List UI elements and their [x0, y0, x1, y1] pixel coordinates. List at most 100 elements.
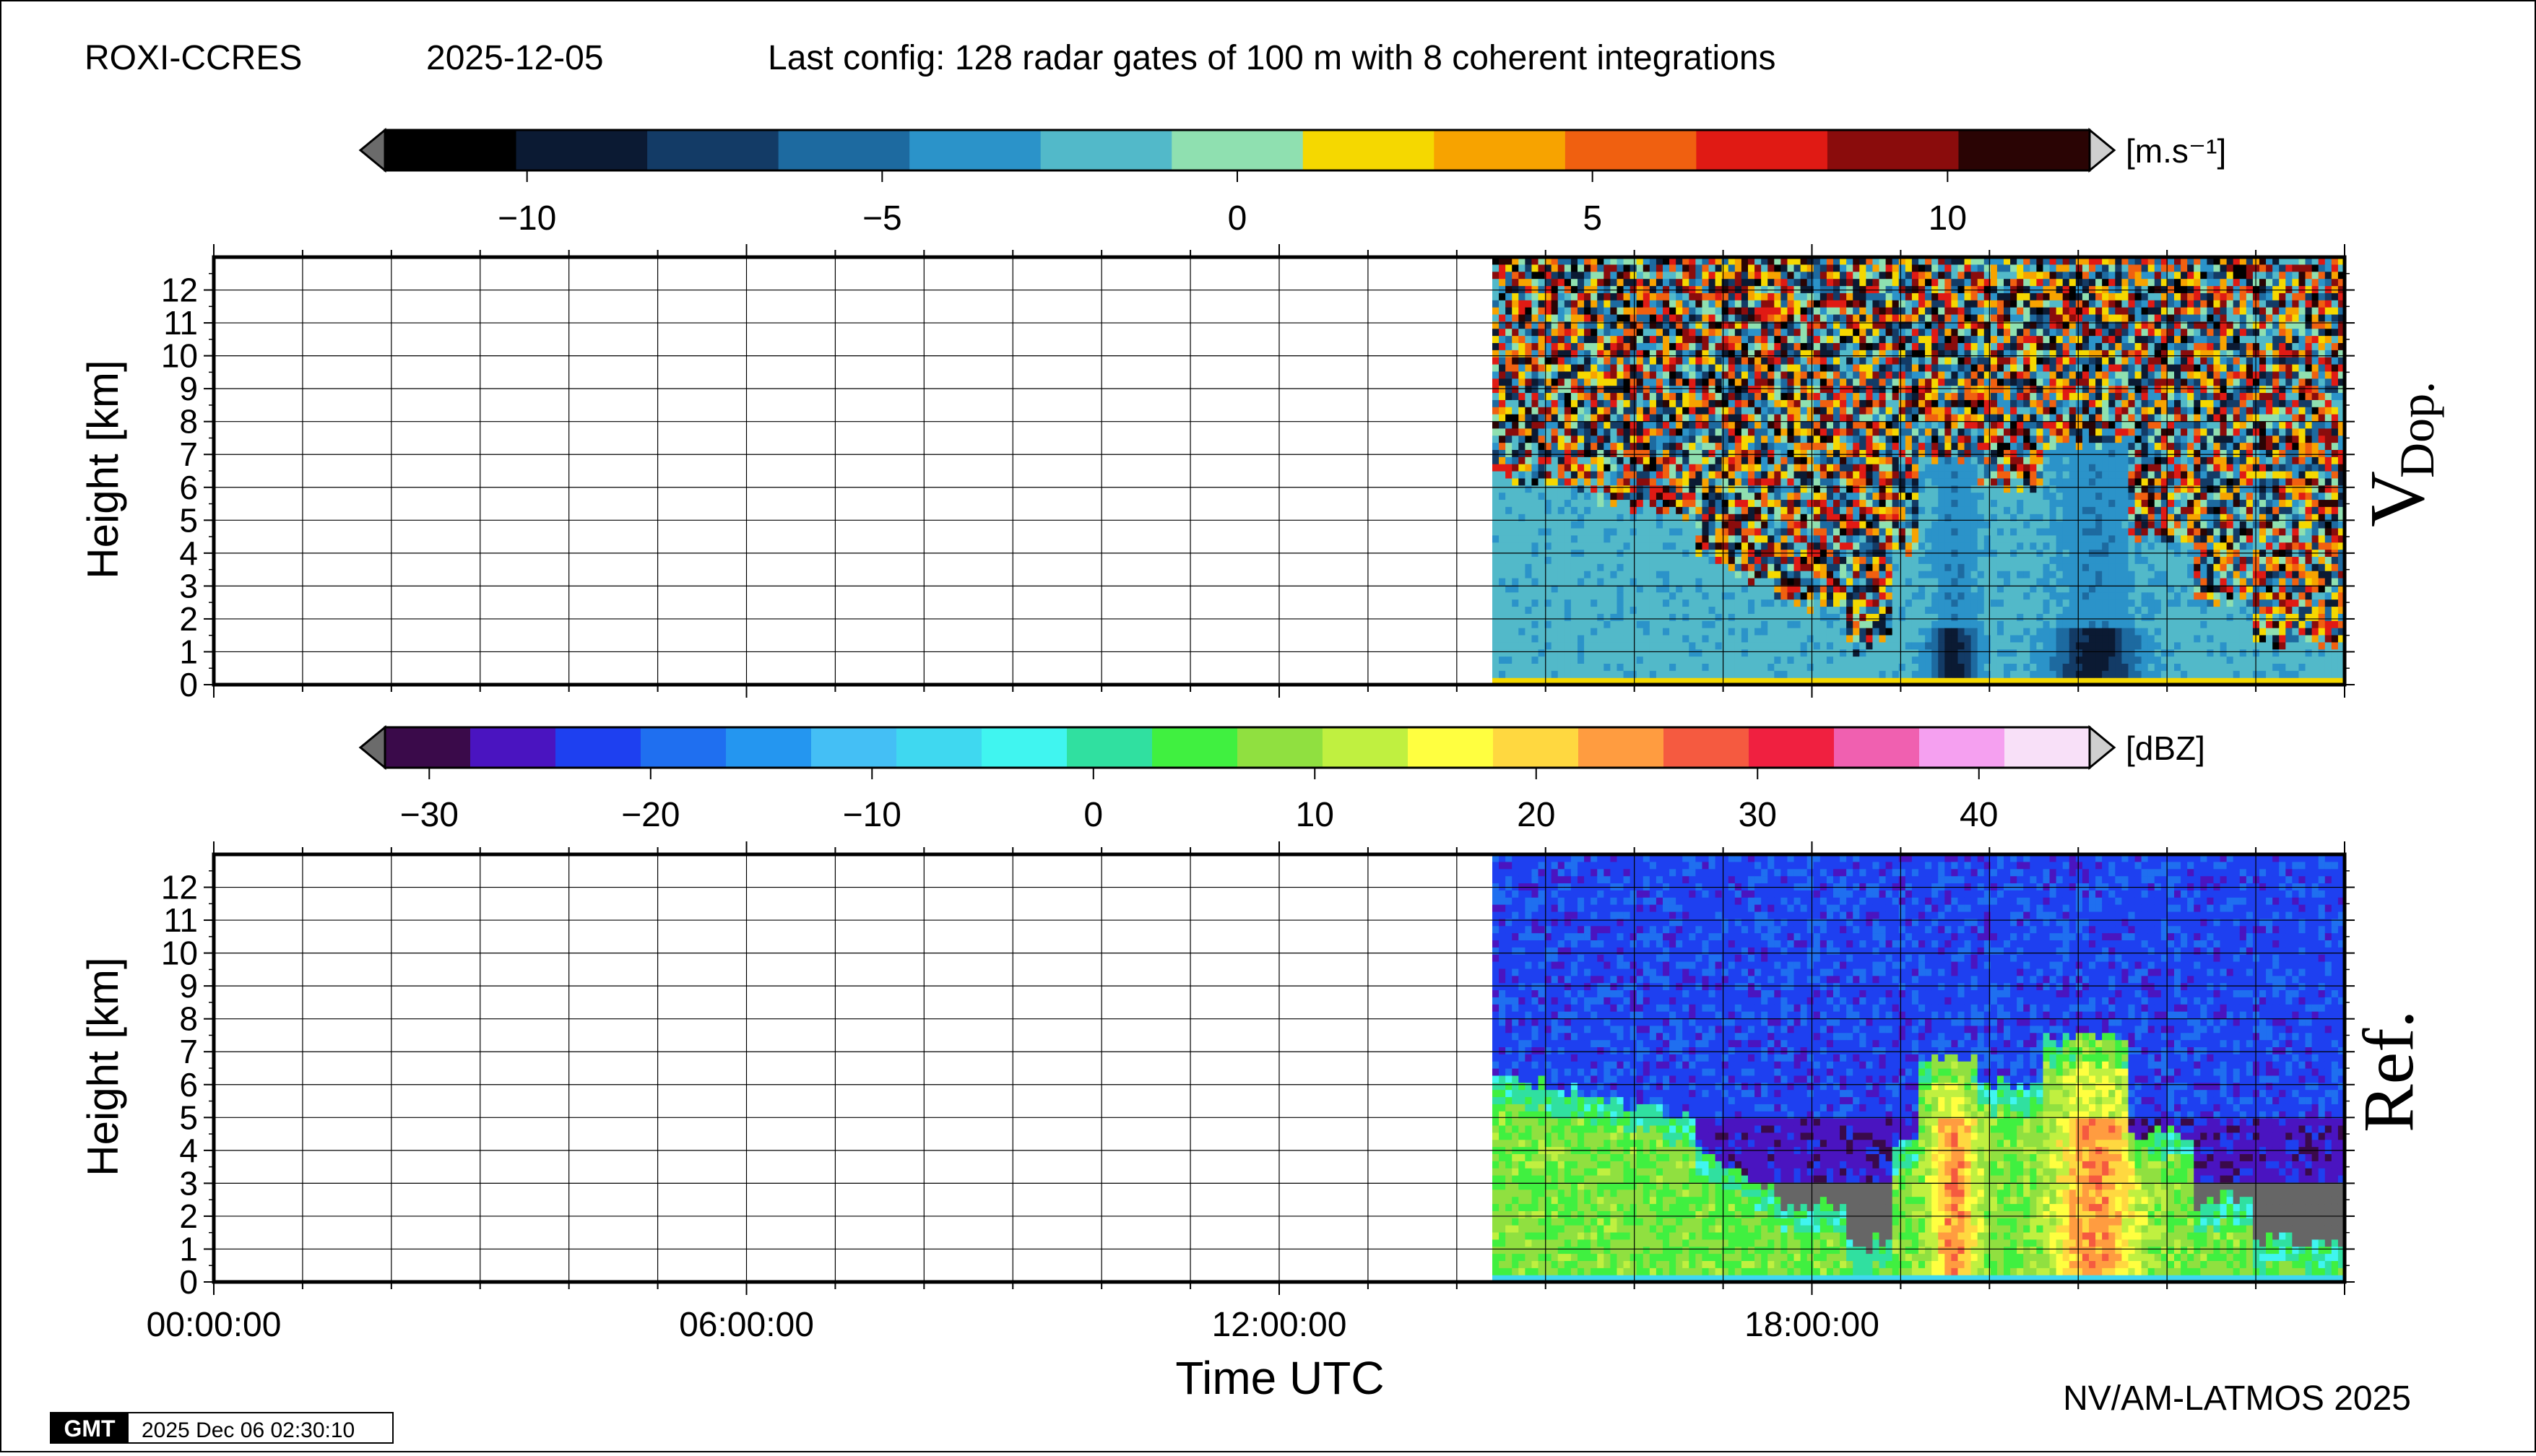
field-cell: [1505, 571, 1512, 578]
field-cell: [1643, 599, 1650, 607]
colorbar-tick-label: −10: [498, 199, 556, 238]
field-cell: [1866, 471, 1873, 478]
field-cell: [1957, 399, 1965, 407]
field-cell: [1584, 663, 1591, 670]
field-cell: [1525, 542, 1532, 550]
field-cell: [1492, 642, 1499, 649]
field-cell: [1630, 606, 1637, 613]
field-cell: [1892, 563, 1900, 571]
field-cell: [1794, 613, 1801, 620]
field-cell: [1951, 321, 1958, 329]
field-cell: [1741, 300, 1749, 307]
field-cell: [1584, 506, 1591, 514]
field-cell: [1905, 399, 1913, 407]
field-cell: [1702, 485, 1709, 493]
field-cell: [1912, 556, 1919, 563]
field-cell: [1617, 421, 1624, 428]
field-cell: [1794, 649, 1801, 656]
field-cell: [1728, 443, 1736, 450]
field-cell: [1578, 436, 1585, 443]
field-cell: [1991, 279, 1998, 286]
field-cell: [1899, 663, 1906, 670]
field-cell: [1801, 606, 1808, 613]
field-cell: [1931, 272, 1939, 279]
colorbar-swatch: [1237, 727, 1323, 768]
field-cell: [1814, 606, 1821, 613]
field-cell: [1853, 300, 1860, 307]
field-cell: [1571, 421, 1578, 428]
field-cell: [1879, 264, 1887, 272]
field-cell: [1505, 606, 1512, 613]
field-cell: [1525, 357, 1532, 364]
field-cell: [1499, 635, 1506, 642]
field-cell: [1846, 357, 1853, 364]
field-cell: [1820, 542, 1827, 550]
field-cell: [1492, 635, 1499, 642]
field-cell: [1518, 342, 1526, 350]
field-cell: [1794, 656, 1801, 664]
field-cell: [1879, 506, 1887, 514]
field-cell: [1846, 606, 1853, 613]
field-cell: [1814, 571, 1821, 578]
field-cell: [1807, 656, 1814, 664]
field-cell: [1938, 613, 1945, 620]
field-cell: [1944, 571, 1952, 578]
field-cell: [2004, 656, 2011, 664]
field-cell: [1650, 386, 1657, 393]
field-cell: [1584, 321, 1591, 329]
field-cell: [1702, 399, 1709, 407]
field-cell: [1709, 392, 1716, 399]
field-cell: [1702, 279, 1709, 286]
field-cell: [1735, 371, 1742, 378]
field-cell: [1571, 321, 1578, 329]
field-cell: [1912, 563, 1919, 571]
field-cell: [1650, 556, 1657, 563]
field-cell: [1663, 471, 1670, 478]
field-cell: [2023, 656, 2030, 664]
field-cell: [1938, 670, 1945, 677]
field-cell: [1709, 272, 1716, 279]
field-cell: [1610, 670, 1617, 677]
field-cell: [1984, 542, 1991, 550]
field-cell: [1715, 321, 1723, 329]
field-cell: [1584, 329, 1591, 336]
field-cell: [1984, 493, 1991, 500]
colorbar-swatch: [641, 727, 727, 768]
field-cell: [1965, 506, 1972, 514]
field-cell: [1957, 392, 1965, 399]
field-cell: [1965, 556, 1972, 563]
field-cell: [1715, 613, 1723, 620]
field-cell: [1807, 571, 1814, 578]
field-cell: [1840, 613, 1847, 620]
field-cell: [2004, 613, 2011, 620]
field-cell: [1965, 656, 1972, 664]
field-cell: [1552, 506, 1559, 514]
field-cell: [1794, 386, 1801, 393]
field-cell: [1492, 613, 1499, 620]
field-cell: [1767, 535, 1775, 542]
field-cell: [1571, 535, 1578, 542]
field-cell: [1814, 578, 1821, 585]
field-cell: [1978, 364, 1985, 371]
field-cell: [1780, 506, 1788, 514]
field-cell: [2004, 292, 2011, 300]
field-cell: [1709, 336, 1716, 343]
field-cell: [1748, 292, 1755, 300]
field-cell: [1761, 264, 1768, 272]
field-cell: [2010, 407, 2017, 414]
field-cell: [1787, 663, 1794, 670]
field-cell: [1637, 300, 1644, 307]
field-cell: [1571, 649, 1578, 656]
field-cell: [1584, 449, 1591, 456]
field-cell: [1682, 336, 1689, 343]
field-cell: [1689, 471, 1696, 478]
field-cell: [1584, 535, 1591, 542]
field-cell: [1965, 620, 1972, 628]
field-cell: [1584, 670, 1591, 677]
field-cell: [1944, 279, 1952, 286]
field-cell: [1892, 357, 1900, 364]
field-cell: [1761, 371, 1768, 378]
field-cell: [1905, 407, 1913, 414]
field-cell: [1754, 563, 1762, 571]
